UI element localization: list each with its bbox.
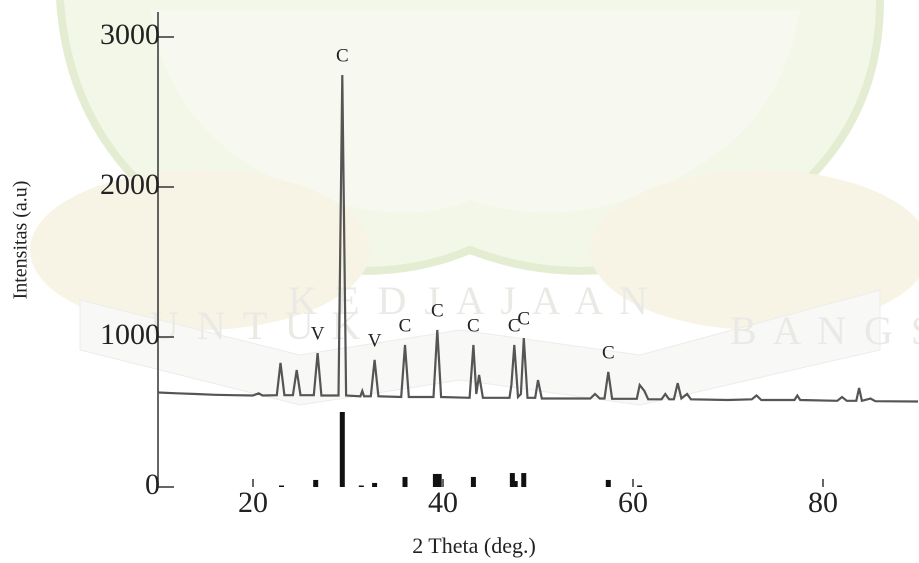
peak-label: C (399, 315, 412, 336)
reference-stick (372, 483, 377, 487)
y-tick-label: 1000 (100, 318, 160, 351)
peak-label: C (336, 45, 349, 66)
watermark-text: B A N G S A (730, 308, 919, 353)
y-tick-label: 3000 (100, 18, 160, 51)
reference-stick (340, 412, 345, 487)
reference-stick (521, 473, 526, 487)
peak-label: V (311, 323, 325, 344)
reference-stick (606, 480, 611, 487)
chart: U N T U K K E D J A J A A N B A N G S A … (0, 0, 919, 563)
reference-stick (313, 480, 318, 487)
reference-stick (471, 477, 476, 487)
peak-label: C (431, 300, 444, 321)
peak-label: V (368, 330, 382, 351)
x-tick-label: 80 (808, 486, 838, 519)
x-tick-label: 20 (238, 486, 268, 519)
reference-stick (359, 486, 364, 488)
peak-label: C (602, 342, 615, 363)
x-tick-label: 40 (428, 486, 458, 519)
y-tick-label: 0 (145, 468, 160, 501)
reference-stick (403, 477, 408, 487)
reference-stick (279, 486, 284, 488)
x-axis-label: 2 Theta (deg.) (412, 533, 536, 558)
y-tick-label: 2000 (100, 168, 160, 201)
x-tick-label: 60 (618, 486, 648, 519)
watermark: U N T U K K E D J A J A A N B A N G S A (30, 0, 919, 405)
reference-stick (437, 474, 442, 487)
reference-stick (637, 486, 642, 488)
page: U N T U K K E D J A J A A N B A N G S A … (0, 0, 919, 563)
y-axis-label: Intensitas (a.u) (10, 181, 32, 300)
peak-label: C (517, 308, 530, 329)
reference-stick (513, 481, 518, 487)
peak-label: C (467, 315, 480, 336)
